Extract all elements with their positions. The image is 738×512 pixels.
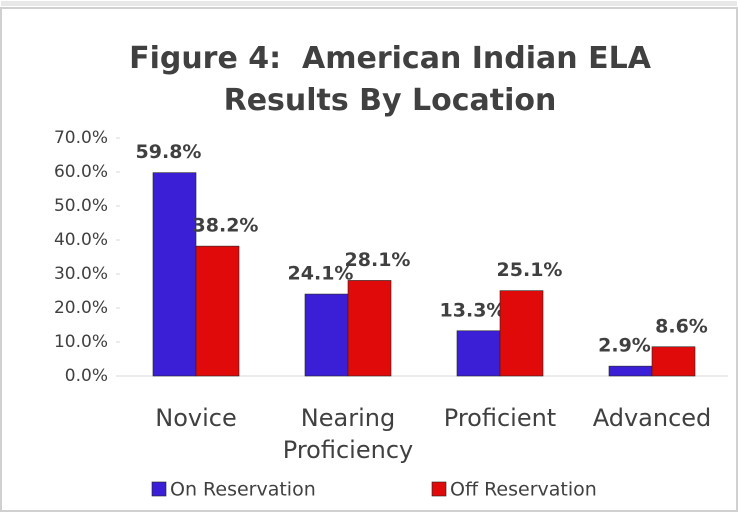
bar [195,245,240,377]
data-label: 2.9% [598,335,651,357]
chart-border [0,7,738,512]
data-label: 28.1% [345,249,411,271]
chart-title: Figure 4: American Indian ELA Results By… [129,41,662,118]
legend-label: On Reservation [170,479,316,501]
y-tick-label: 50.0% [54,196,108,216]
bar [499,290,544,377]
y-tick-label: 70.0% [54,128,108,148]
bar [651,346,696,377]
data-label: 38.2% [193,215,259,237]
legend-label: Off Reservation [450,479,597,501]
y-tick-label: 30.0% [54,264,108,284]
data-label: 24.1% [288,263,354,285]
legend-swatch [431,481,447,497]
data-label: 8.6% [655,315,708,337]
bar [347,280,392,377]
y-tick-label: 20.0% [54,298,108,318]
bar [608,365,653,377]
legend-swatch [151,481,167,497]
x-tick-label: Advanced [592,404,712,432]
bar [152,172,197,377]
bar [456,330,501,377]
data-label: 13.3% [440,299,506,321]
y-tick-label: 0.0% [65,366,108,386]
data-label: 25.1% [497,259,563,281]
top-strip [1,1,737,6]
y-tick-label: 10.0% [54,332,108,352]
bar [304,293,349,377]
y-tick-label: 60.0% [54,162,108,182]
y-tick-label: 40.0% [54,230,108,250]
data-label: 59.8% [136,141,202,163]
x-tick-label: Novice [155,404,237,432]
x-tick-label: Nearing Proficiency [282,404,414,464]
x-tick-label: Proficient [443,404,557,432]
